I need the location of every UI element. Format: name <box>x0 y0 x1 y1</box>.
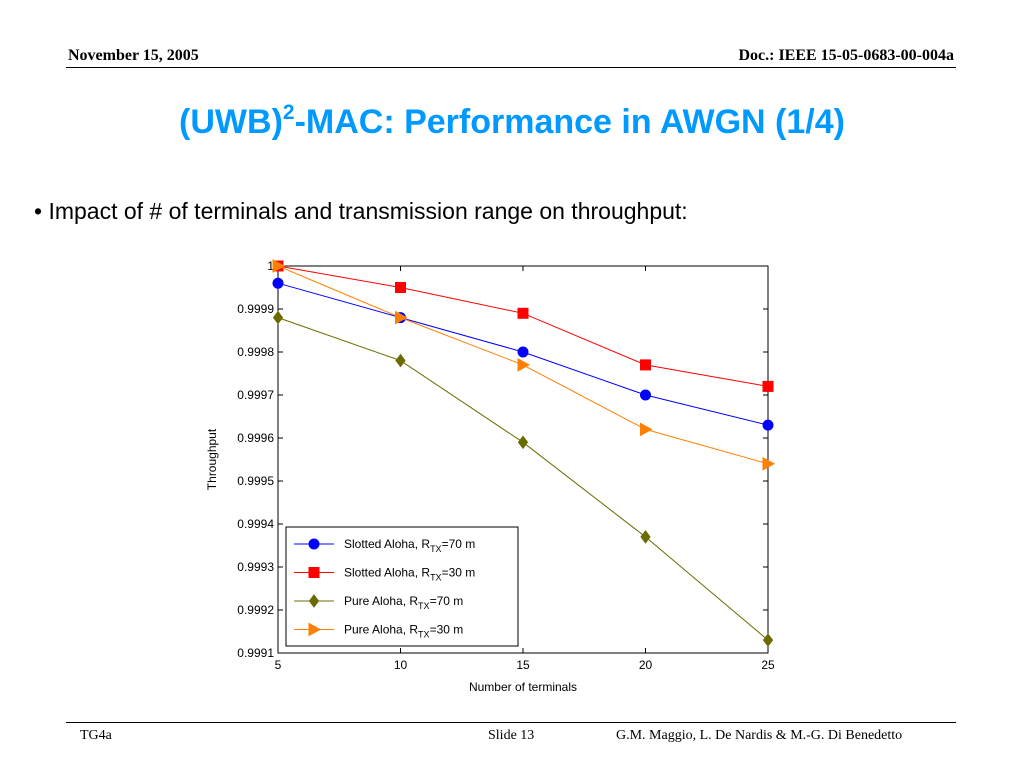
data-point <box>762 419 774 431</box>
x-tick-label: 5 <box>275 658 282 672</box>
x-tick-label: 10 <box>394 658 408 672</box>
header-doc-id: Doc.: IEEE 15-05-0683-00-004a <box>738 47 954 64</box>
y-tick-label: 0.9994 <box>237 517 274 531</box>
slide-title-superscript: 2 <box>282 101 295 124</box>
legend-entry: Slotted Aloha, RTX=70 m <box>344 537 475 554</box>
legend-marker <box>308 567 320 578</box>
slide-title: (UWB)2-MAC: Performance in AWGN (1/4) <box>0 101 1024 142</box>
legend-marker <box>308 538 320 550</box>
x-axis-ticks: 5 10 15 20 25 <box>275 266 775 672</box>
x-tick-label: 15 <box>516 658 530 672</box>
data-point <box>395 310 408 325</box>
footer-authors: G.M. Maggio, L. De Nardis & M.-G. Di Ben… <box>616 728 903 743</box>
x-axis-label: Number of terminals <box>469 680 577 694</box>
header-date: November 15, 2005 <box>68 47 199 64</box>
data-point <box>762 633 774 647</box>
slide-title-suffix: -MAC: Performance in AWGN (1/4) <box>294 103 845 141</box>
data-point <box>517 435 529 450</box>
legend-entry: Pure Aloha, RTX=70 m <box>344 594 463 611</box>
y-tick-label: 0.9992 <box>237 603 274 617</box>
header-rule <box>66 67 956 68</box>
series-3 <box>272 259 776 471</box>
y-tick-label: 0.9997 <box>237 388 274 402</box>
y-tick-label: 0.9991 <box>237 646 274 660</box>
y-tick-label: 1 <box>267 259 274 273</box>
data-point <box>762 380 774 392</box>
y-tick-label: 0.9995 <box>237 474 274 488</box>
data-point <box>395 353 406 368</box>
slide-title-prefix: (UWB) <box>179 103 283 141</box>
legend-marker <box>308 594 320 608</box>
y-tick-label: 0.9999 <box>237 302 274 316</box>
y-axis-label: Throughput <box>205 428 219 490</box>
footer-group: TG4a <box>80 728 112 743</box>
data-point <box>272 277 284 289</box>
y-tick-label: 0.9996 <box>237 431 274 445</box>
data-point <box>640 530 651 544</box>
data-point <box>395 282 406 293</box>
footer-rule <box>66 722 956 723</box>
data-point <box>517 358 531 372</box>
y-tick-label: 0.9993 <box>237 560 274 574</box>
bullet-text: • Impact of # of terminals and transmiss… <box>34 198 688 224</box>
legend-entry: Slotted Aloha, RTX=30 m <box>344 566 475 583</box>
series-2 <box>272 310 774 647</box>
data-point <box>517 346 529 358</box>
data-point <box>762 456 776 471</box>
throughput-chart: 0.9991 0.9992 0.9993 0.9994 0.9995 0.9996 0.99… <box>205 259 776 694</box>
data-point <box>640 422 653 437</box>
y-axis-ticks: 0.9991 0.9992 0.9993 0.9994 0.9995 0.9996 0.99… <box>237 259 768 660</box>
x-tick-label: 20 <box>639 658 653 672</box>
legend-marker <box>308 622 322 637</box>
legend-entry: Pure Aloha, RTX=30 m <box>344 623 463 640</box>
data-point <box>272 259 286 273</box>
y-tick-label: 0.9998 <box>237 345 274 359</box>
legend: Slotted Aloha, RTX=70 m Slotted Aloha, RT… <box>285 526 519 647</box>
series-layer <box>272 259 776 647</box>
x-tick-label: 25 <box>761 658 775 672</box>
legend-box <box>285 526 519 647</box>
data-point <box>272 310 284 325</box>
data-point <box>640 359 651 371</box>
data-point <box>517 307 529 319</box>
data-point <box>640 389 651 401</box>
footer-slide-number: Slide 13 <box>488 728 535 743</box>
